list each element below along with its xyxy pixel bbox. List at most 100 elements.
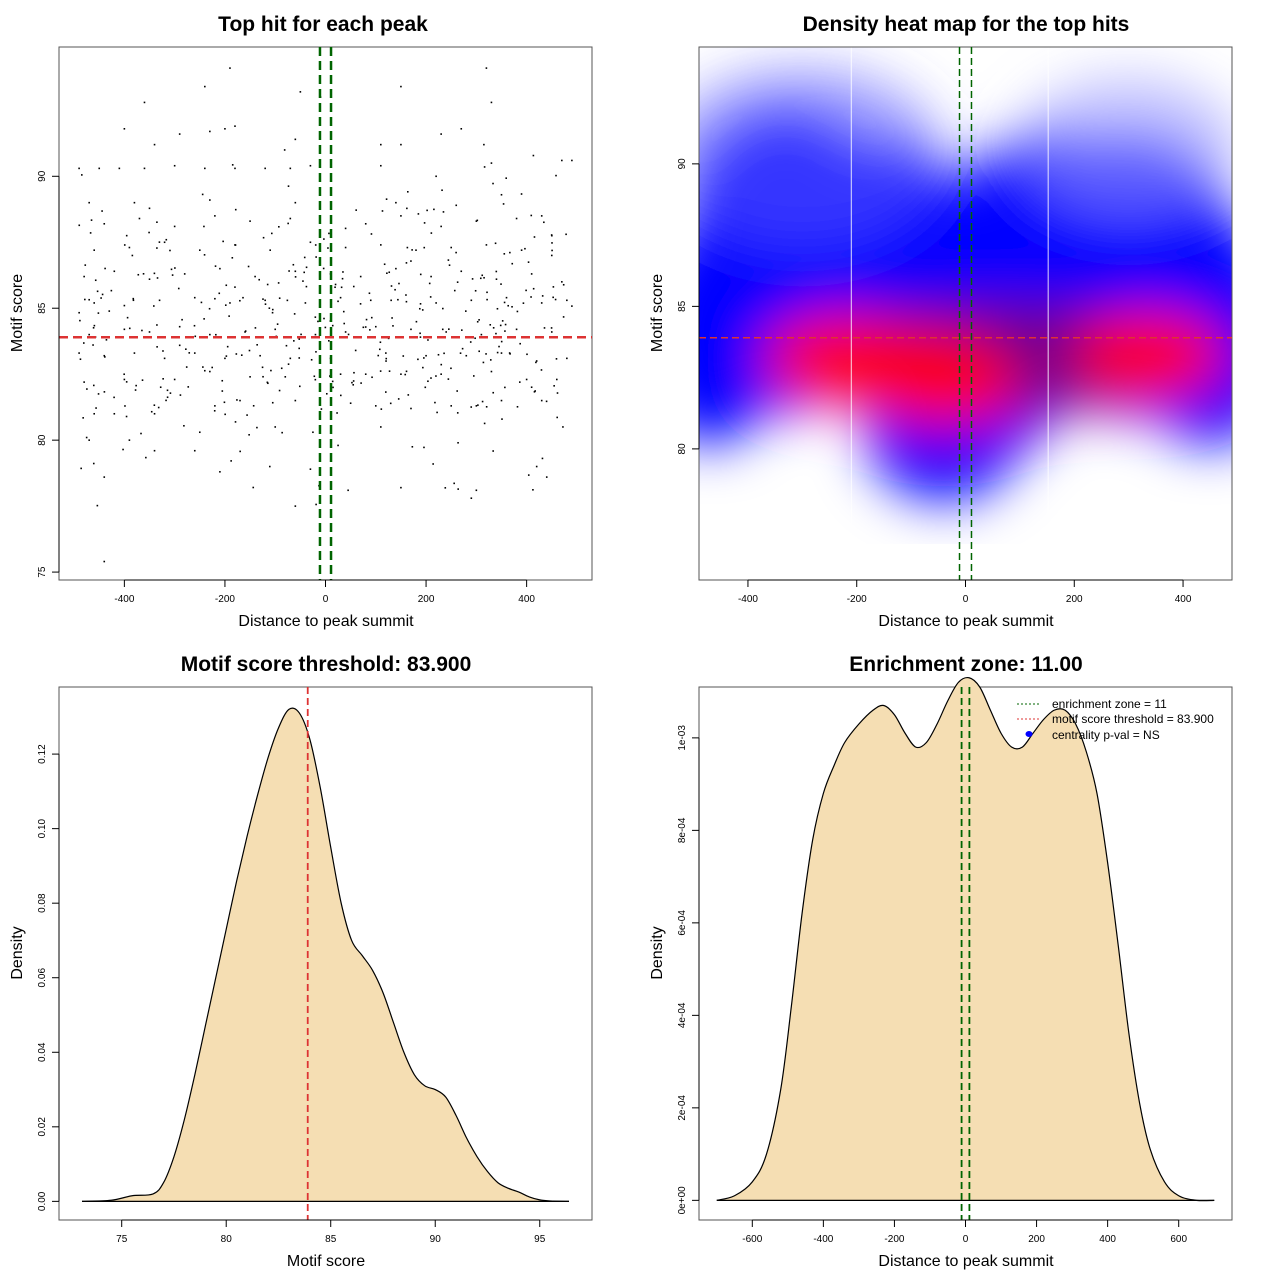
x-tick-label: 85 xyxy=(325,1234,337,1245)
scatter-point xyxy=(231,164,234,166)
scatter-point xyxy=(541,457,544,460)
panel-score-density: Motif score threshold: 83.900 75 80 85 90 95… xyxy=(9,653,593,1270)
scatter-point xyxy=(535,360,538,362)
scatter-point xyxy=(352,285,355,288)
scatter-point xyxy=(496,351,499,354)
scatter-point xyxy=(495,332,497,335)
scatter-point xyxy=(300,333,302,336)
scatter-point xyxy=(364,222,367,225)
scatter-point xyxy=(442,211,445,213)
scatter-point xyxy=(339,296,342,299)
scatter-point xyxy=(388,370,391,372)
scatter-point xyxy=(281,431,283,434)
scatter-point xyxy=(540,215,543,217)
scatter-point xyxy=(405,370,408,373)
scatter-point xyxy=(328,232,330,235)
scatter-point xyxy=(400,373,402,375)
scatter-point xyxy=(380,408,383,410)
plot-frame xyxy=(58,46,593,581)
scatter-point xyxy=(95,407,97,409)
scatter-point xyxy=(278,297,281,299)
scatter-point xyxy=(532,154,535,157)
scatter-point xyxy=(410,407,412,410)
scatter-point xyxy=(519,342,521,345)
legend: enrichment zone = 11 motif score thresho… xyxy=(1017,697,1214,742)
scatter-point xyxy=(389,402,392,405)
scatter-point xyxy=(407,191,409,193)
scatter-point xyxy=(234,286,236,288)
x-tick-label: -600 xyxy=(742,1234,762,1245)
y-axis-label: Density xyxy=(649,926,666,979)
scatter-point xyxy=(252,486,255,489)
scatter-point xyxy=(377,354,380,357)
scatter-point xyxy=(88,298,90,301)
scatter-point xyxy=(550,331,553,333)
scatter-point xyxy=(481,274,484,277)
y-tick-label: 6e-04 xyxy=(677,910,688,936)
scatter-point xyxy=(359,275,362,278)
scatter-point xyxy=(472,375,475,377)
scatter-point xyxy=(400,486,402,489)
scatter-point xyxy=(518,381,521,383)
scatter-point xyxy=(501,320,504,322)
scatter-point xyxy=(450,246,453,249)
scatter-point xyxy=(562,316,565,318)
scatter-point xyxy=(271,401,274,404)
scatter-point xyxy=(293,340,295,342)
scatter-point xyxy=(294,270,297,273)
scatter-point xyxy=(423,446,425,449)
scatter-point xyxy=(369,299,372,302)
x-tick-label: 200 xyxy=(418,594,435,605)
scatter-point xyxy=(332,386,334,389)
scatter-point xyxy=(380,143,382,146)
scatter-point xyxy=(455,251,457,254)
scatter-point xyxy=(426,209,428,212)
scatter-point xyxy=(499,324,502,327)
scatter-point xyxy=(78,311,80,314)
scatter-point xyxy=(104,356,106,358)
scatter-point xyxy=(92,462,95,465)
scatter-point xyxy=(481,400,484,403)
scatter-point xyxy=(325,392,328,395)
scatter-point xyxy=(315,256,317,258)
scatter-point xyxy=(500,340,503,343)
scatter-point xyxy=(406,246,409,249)
scatter-point xyxy=(368,292,371,295)
scatter-point xyxy=(83,381,85,383)
scatter-point xyxy=(310,358,313,361)
scatter-point xyxy=(261,366,264,369)
scatter-point xyxy=(148,278,151,280)
x-tick-label: 0 xyxy=(963,1234,969,1245)
scatter-point xyxy=(203,369,206,372)
scatter-point xyxy=(556,416,559,419)
scatter-point xyxy=(268,307,271,309)
scatter-point xyxy=(254,275,256,278)
scatter-point xyxy=(246,414,248,416)
scatter-point xyxy=(427,380,429,383)
scatter-point xyxy=(305,266,308,269)
scatter-point xyxy=(178,325,181,328)
y-tick-label: 1e-03 xyxy=(677,725,688,751)
scatter-point xyxy=(283,149,286,151)
scatter-point xyxy=(123,328,126,331)
scatter-point xyxy=(193,352,196,354)
y-tick-label: 75 xyxy=(37,566,48,578)
scatter-point xyxy=(98,167,101,170)
scatter-point xyxy=(244,330,247,332)
scatter-point xyxy=(218,292,221,295)
scatter-point xyxy=(219,267,221,270)
scatter-point xyxy=(379,341,382,344)
scatter-point xyxy=(342,271,344,273)
scatter-point xyxy=(477,404,479,406)
y-tick-label: 0e+00 xyxy=(677,1186,688,1215)
scatter-point xyxy=(209,333,211,336)
scatter-point xyxy=(562,283,565,286)
scatter-point xyxy=(270,369,272,372)
scatter-point xyxy=(505,296,508,299)
scatter-point xyxy=(365,318,368,321)
scatter-point xyxy=(285,344,288,347)
scatter-point xyxy=(289,357,292,360)
scatter-point xyxy=(354,349,357,352)
scatter-point xyxy=(489,359,492,361)
scatter-point xyxy=(298,385,301,388)
